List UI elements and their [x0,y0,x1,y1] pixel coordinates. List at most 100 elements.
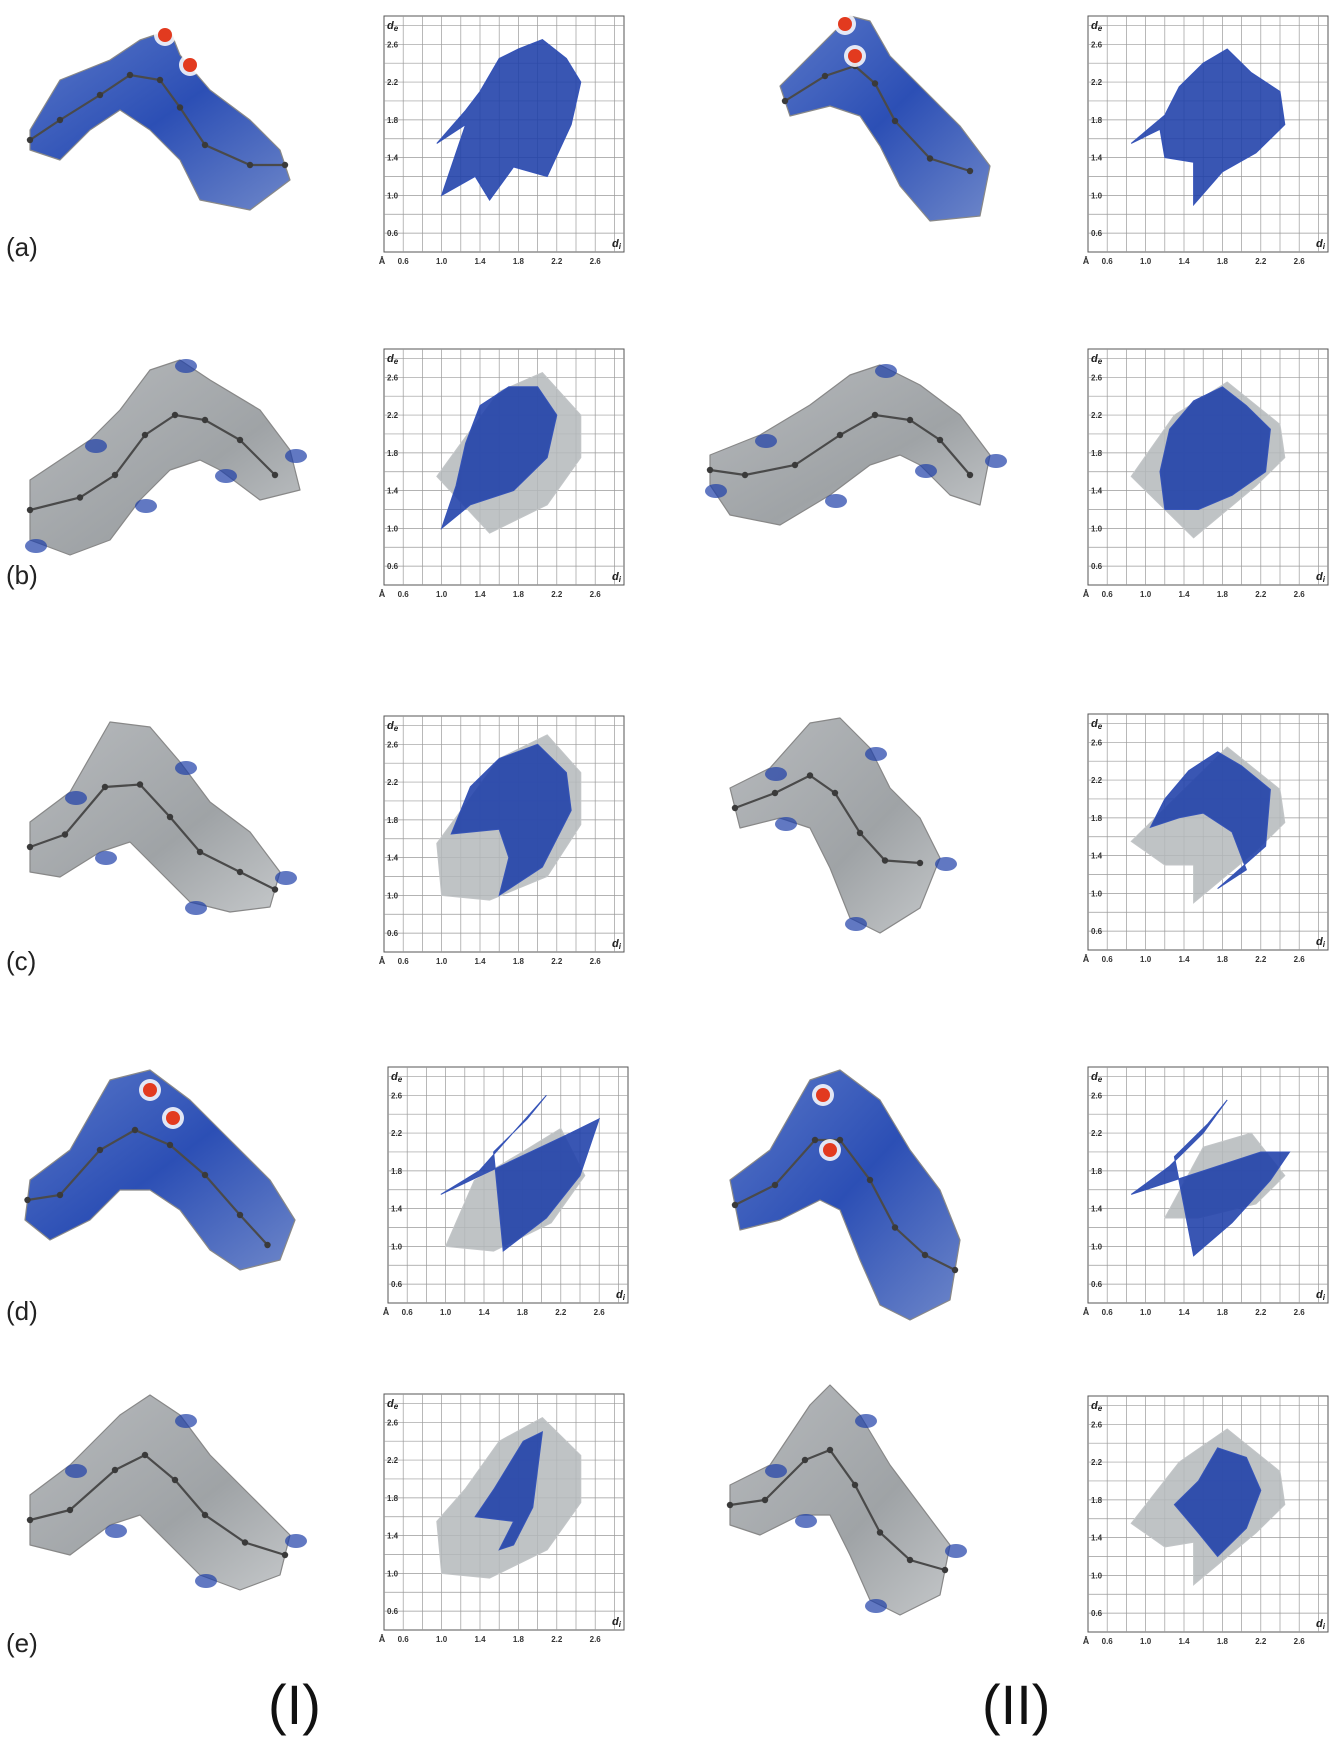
contact-patch [755,434,777,448]
x-tick-label: 1.4 [1178,955,1190,964]
y-tick-label: 1.0 [387,524,399,533]
x-axis-label: di [612,938,622,951]
atom [26,136,34,144]
contact-patch [285,449,307,463]
surface-body [729,1384,951,1616]
x-tick-label: 2.6 [1294,257,1306,266]
y-tick-label: 2.2 [391,1129,403,1138]
contact-patch [195,1574,217,1588]
unit-label: Å [383,1307,390,1317]
contact-patch [285,1534,307,1548]
contact-patch [185,901,207,915]
hirshfeld-surface-d-I [24,1069,296,1271]
hirshfeld-surface-b-II [705,364,1007,526]
x-tick-label: 2.6 [1294,590,1306,599]
atom [821,72,829,80]
atom [131,1126,139,1134]
atom [831,789,839,797]
fingerprint-plot-c-I: 0.6 1.0 1.4 1.8 2.2 2.6 0.6 1.0 1.4 1.8 2.2 2.6 Åde d… [379,715,625,966]
atom [26,1516,34,1524]
atom [111,1466,119,1474]
y-tick-label: 2.2 [387,778,399,787]
atom [891,117,899,125]
contact-patch [95,851,117,865]
y-tick-label: 2.2 [387,78,399,87]
atom [791,461,799,469]
surface-body [29,29,291,211]
y-tick-label: 1.0 [391,1242,403,1251]
highlight-points [1149,751,1271,890]
x-tick-label: 2.6 [1294,1308,1306,1317]
y-tick-label: 1.4 [391,1205,403,1214]
unit-label: Å [379,1634,386,1644]
atom [941,1566,949,1574]
surface-body [779,15,991,222]
contact-patch [65,1464,87,1478]
contact-spot [158,28,172,42]
x-tick-label: 2.2 [1255,1637,1267,1646]
y-tick-label: 1.8 [387,816,399,825]
surface-body [24,1069,296,1271]
atom [731,804,739,812]
highlight-points [436,39,582,202]
x-tick-label: 0.6 [398,590,410,599]
x-tick-label: 0.6 [1102,955,1114,964]
atom [926,155,934,162]
atom [731,1201,739,1209]
contact-patch [795,1514,817,1528]
contact-spot [166,1111,180,1125]
x-tick-label: 2.2 [1255,955,1267,964]
atom [741,471,749,479]
y-tick-label: 2.6 [1091,1420,1103,1429]
y-tick-label: 1.8 [387,116,399,125]
y-tick-label: 2.2 [1091,1129,1103,1138]
y-axis-label: de [1091,20,1103,33]
y-tick-label: 2.6 [391,1091,403,1100]
atom [271,886,279,893]
contact-spot [143,1083,157,1097]
atom [921,1251,929,1259]
atom [836,1136,844,1144]
atom [851,1481,859,1489]
surface-body [729,717,941,934]
y-tick-label: 2.6 [1091,1091,1103,1100]
y-axis-label: de [1091,353,1103,366]
atom [866,1176,874,1184]
x-axis-label: di [1316,571,1326,584]
y-tick-label: 0.6 [1091,1280,1103,1289]
atom [241,1539,249,1546]
contact-patch [935,857,957,871]
x-tick-label: 0.6 [1102,590,1114,599]
x-axis-label: di [1316,1618,1326,1631]
atom [966,167,974,175]
highlight-points [1130,1099,1291,1257]
x-tick-label: 1.0 [1140,1637,1152,1646]
y-tick-label: 0.6 [1091,229,1103,238]
x-tick-label: 2.2 [1255,590,1267,599]
atom [176,104,184,111]
x-tick-label: 2.6 [590,957,602,966]
atom [906,1556,914,1564]
atom [281,1551,289,1559]
atom [856,829,864,837]
atom [61,831,69,838]
contact-patch [215,469,237,483]
atom [761,1496,769,1504]
fingerprint-plot-d-II: 0.6 1.0 1.4 1.8 2.2 2.6 0.6 1.0 1.4 1.8 2.2 2.6 Åde d… [1083,1066,1329,1317]
x-tick-label: 0.6 [398,257,410,266]
hirshfeld-surface-a-II [779,13,991,222]
molecule-bonds [29,783,276,891]
atom [166,1141,174,1149]
x-tick-label: 2.6 [590,1635,602,1644]
y-tick-label: 2.2 [387,411,399,420]
atom [126,71,134,79]
y-tick-label: 1.0 [1091,1242,1103,1251]
atom [171,1476,179,1484]
x-axis-label: di [612,1616,622,1629]
y-tick-label: 0.6 [1091,1609,1103,1618]
contact-patch [65,791,87,805]
contact-patch [105,1524,127,1538]
atom [906,416,914,424]
contact-patch [175,1414,197,1428]
x-tick-label: 1.4 [1178,590,1190,599]
